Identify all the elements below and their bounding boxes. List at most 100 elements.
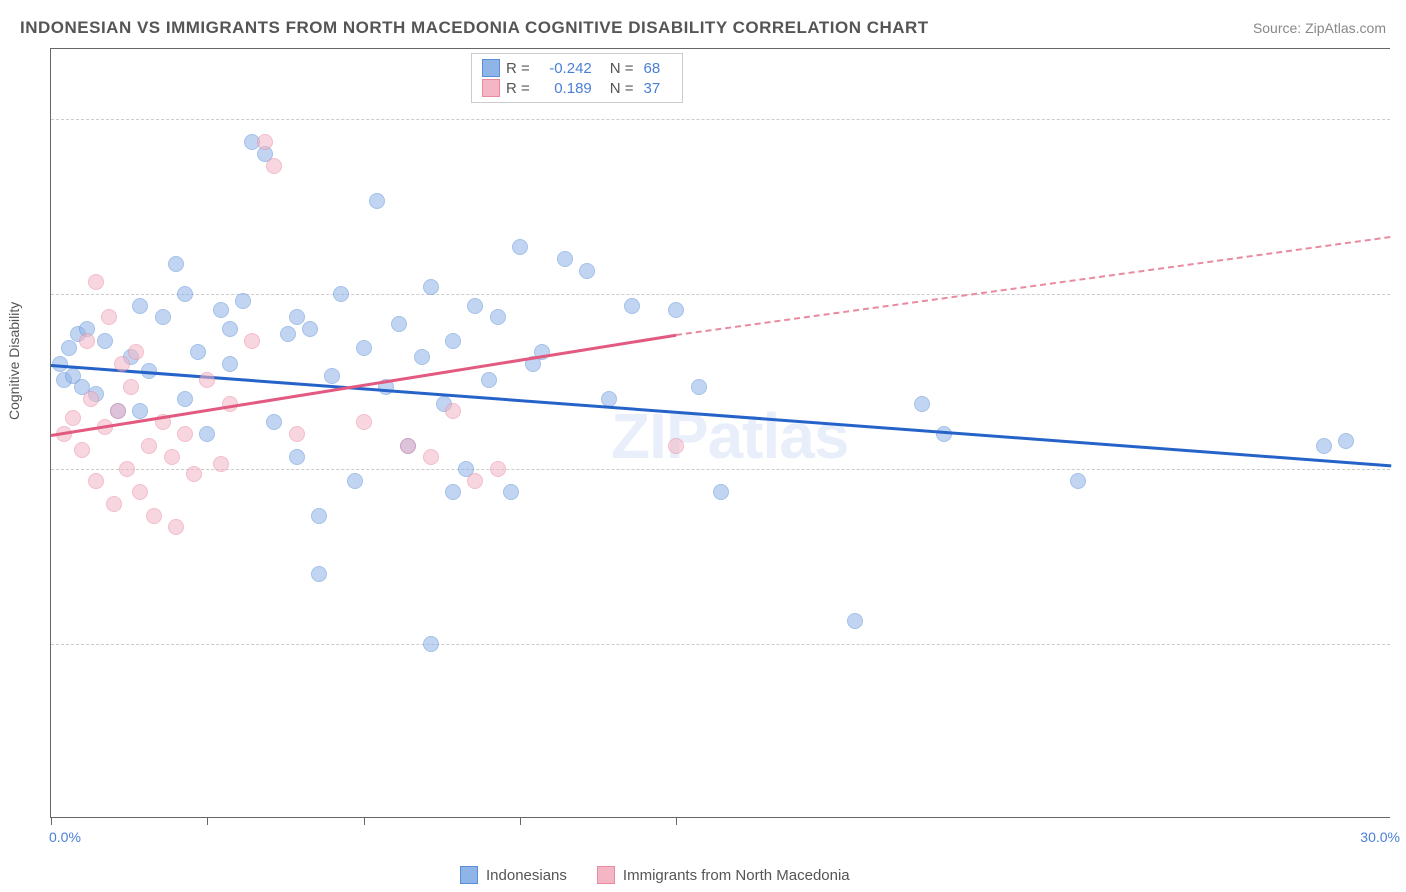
x-tick (676, 817, 677, 825)
data-point (668, 302, 684, 318)
chart-title: INDONESIAN VS IMMIGRANTS FROM NORTH MACE… (20, 18, 929, 38)
data-point (289, 426, 305, 442)
data-point (1338, 433, 1354, 449)
x-tick (207, 817, 208, 825)
data-point (61, 340, 77, 356)
r-value: 0.189 (540, 80, 592, 97)
data-point (302, 321, 318, 337)
legend-stat-row: R = 0.189 N = 37 (482, 78, 672, 98)
data-point (936, 426, 952, 442)
data-point (213, 302, 229, 318)
data-point (168, 519, 184, 535)
data-point (467, 298, 483, 314)
data-point (311, 508, 327, 524)
data-point (280, 326, 296, 342)
scatter-chart: ZIPatlas R =-0.242N =68R =0.189N =37 7.5… (50, 48, 1390, 818)
data-point (713, 484, 729, 500)
data-point (481, 372, 497, 388)
data-point (503, 484, 519, 500)
gridline (51, 294, 1390, 295)
data-point (266, 158, 282, 174)
data-point (490, 309, 506, 325)
data-point (97, 333, 113, 349)
stat-label: N = (610, 80, 634, 97)
data-point (128, 344, 144, 360)
data-point (400, 438, 416, 454)
data-point (123, 379, 139, 395)
source-attribution: Source: ZipAtlas.com (1253, 20, 1386, 36)
data-point (1316, 438, 1332, 454)
data-point (155, 309, 171, 325)
data-point (691, 379, 707, 395)
data-point (423, 279, 439, 295)
data-point (1070, 473, 1086, 489)
data-point (199, 372, 215, 388)
data-point (164, 449, 180, 465)
gridline (51, 119, 1390, 120)
data-point (235, 293, 251, 309)
data-point (132, 298, 148, 314)
data-point (266, 414, 282, 430)
data-point (445, 484, 461, 500)
data-point (244, 333, 260, 349)
legend-swatch (482, 79, 500, 97)
stat-label: R = (506, 80, 530, 97)
legend-item: Indonesians (460, 866, 567, 884)
gridline (51, 469, 1390, 470)
data-point (114, 356, 130, 372)
data-point (222, 356, 238, 372)
x-axis-label: 30.0% (1360, 829, 1400, 845)
data-point (311, 566, 327, 582)
data-point (391, 316, 407, 332)
legend-swatch (597, 866, 615, 884)
data-point (88, 473, 104, 489)
data-point (356, 340, 372, 356)
data-point (65, 410, 81, 426)
data-point (141, 438, 157, 454)
stat-label: R = (506, 60, 530, 77)
data-point (914, 396, 930, 412)
data-point (369, 193, 385, 209)
data-point (289, 449, 305, 465)
data-point (356, 414, 372, 430)
data-point (557, 251, 573, 267)
data-point (445, 403, 461, 419)
data-point (257, 134, 273, 150)
data-point (186, 466, 202, 482)
trend-line-extrapolated (676, 236, 1391, 336)
n-value: 37 (644, 80, 661, 97)
data-point (79, 333, 95, 349)
data-point (101, 309, 117, 325)
x-tick (51, 817, 52, 825)
r-value: -0.242 (540, 60, 592, 77)
data-point (177, 391, 193, 407)
data-point (177, 286, 193, 302)
data-point (333, 286, 349, 302)
x-tick (520, 817, 521, 825)
data-point (512, 239, 528, 255)
data-point (414, 349, 430, 365)
data-point (445, 333, 461, 349)
data-point (110, 403, 126, 419)
gridline (51, 644, 1390, 645)
x-tick (364, 817, 365, 825)
data-point (289, 309, 305, 325)
data-point (74, 442, 90, 458)
data-point (146, 508, 162, 524)
data-point (88, 274, 104, 290)
data-point (213, 456, 229, 472)
data-point (132, 403, 148, 419)
legend-label: Immigrants from North Macedonia (623, 867, 850, 884)
x-axis-label: 0.0% (49, 829, 81, 845)
data-point (83, 391, 99, 407)
series-legend: Indonesians Immigrants from North Macedon… (460, 866, 850, 884)
legend-stat-row: R =-0.242N =68 (482, 58, 672, 78)
data-point (490, 461, 506, 477)
data-point (423, 449, 439, 465)
data-point (347, 473, 363, 489)
data-point (190, 344, 206, 360)
correlation-legend: R =-0.242N =68R =0.189N =37 (471, 53, 683, 103)
legend-label: Indonesians (486, 867, 567, 884)
data-point (423, 636, 439, 652)
data-point (119, 461, 135, 477)
